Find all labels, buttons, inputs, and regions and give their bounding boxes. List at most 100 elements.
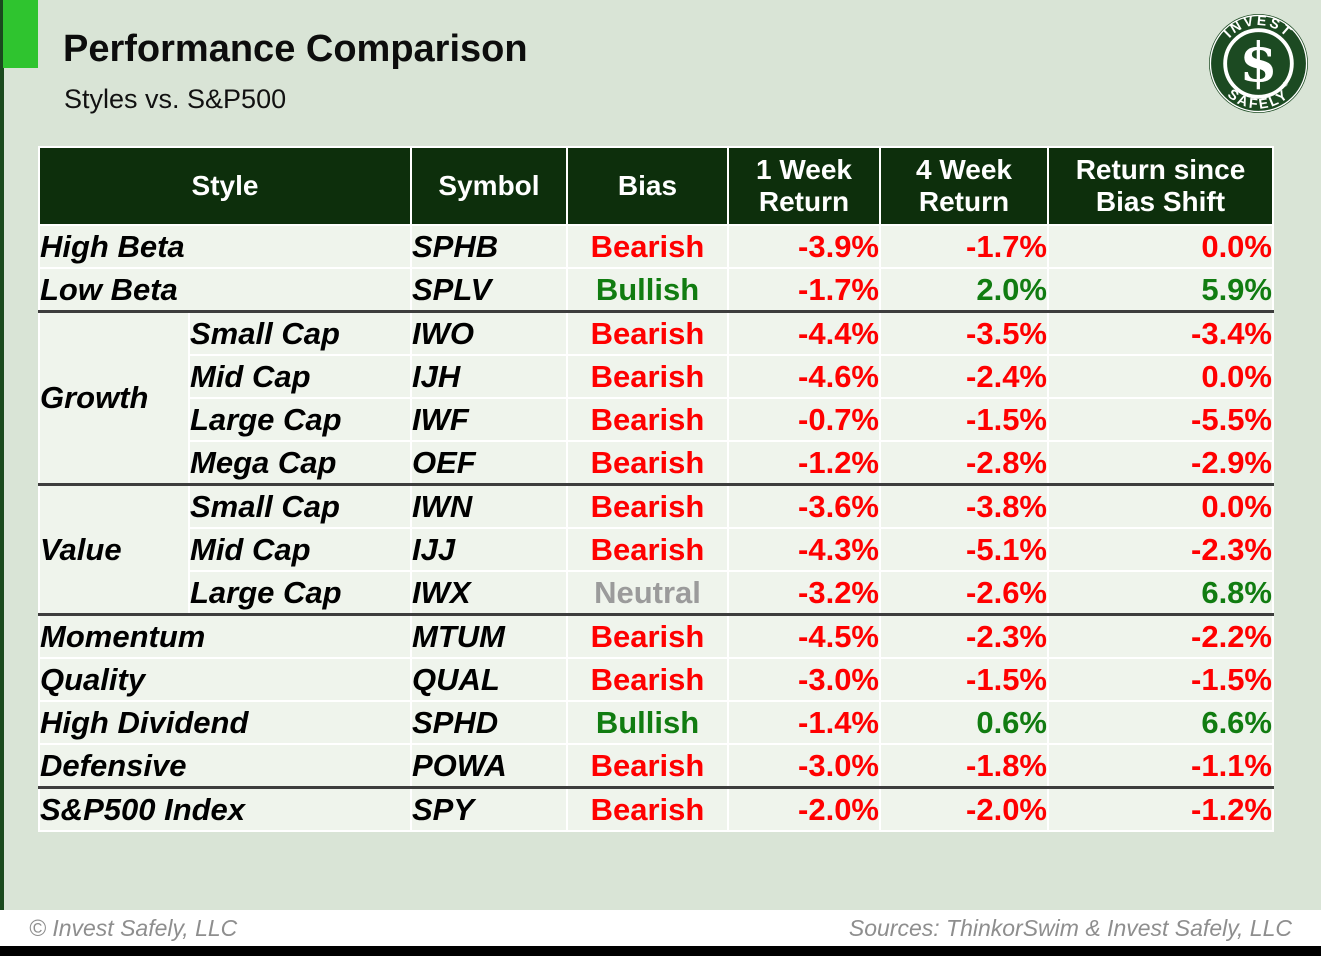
cap-cell: Small Cap (188, 483, 412, 529)
since-cell: -5.5% (1047, 397, 1274, 442)
table-row: Quality QUAL Bearish -3.0% -1.5% -1.5% (38, 657, 1274, 702)
bias-cell: Bearish (566, 440, 729, 486)
bias-cell: Bearish (566, 397, 729, 442)
since-cell: 0.0% (1047, 483, 1274, 529)
style-cell: Defensive (38, 743, 412, 789)
since-cell: 0.0% (1047, 224, 1274, 269)
copyright-text: © Invest Safely, LLC (29, 914, 238, 941)
invest-safely-logo: INVEST SAFELY $ ® (1208, 12, 1309, 114)
cap-cell: Mid Cap (188, 354, 412, 399)
bias-cell: Bearish (566, 786, 729, 832)
style-cell: Low Beta (38, 267, 412, 313)
since-cell: 6.6% (1047, 700, 1274, 745)
week1-cell: -4.5% (727, 613, 881, 659)
since-cell: -1.2% (1047, 786, 1274, 832)
week4-cell: -1.8% (879, 743, 1049, 789)
bottom-bar (0, 946, 1321, 956)
table-row: Low Beta SPLV Bullish -1.7% 2.0% 5.9% (38, 267, 1274, 313)
left-accent-strip (0, 0, 4, 956)
week4-cell: 0.6% (879, 700, 1049, 745)
week4-cell: -3.5% (879, 310, 1049, 356)
symbol-cell: POWA (410, 743, 568, 789)
symbol-cell: IJH (410, 354, 568, 399)
symbol-cell: IWN (410, 483, 568, 529)
week1-cell: -1.2% (727, 440, 881, 486)
week1-cell: -3.0% (727, 657, 881, 702)
week1-cell: -1.4% (727, 700, 881, 745)
cap-cell: Small Cap (188, 310, 412, 356)
week4-cell: -1.5% (879, 657, 1049, 702)
symbol-cell: IWX (410, 570, 568, 616)
week1-cell: -4.4% (727, 310, 881, 356)
page-subtitle: Styles vs. S&P500 (64, 84, 287, 114)
since-cell: 5.9% (1047, 267, 1274, 313)
week1-cell: -2.0% (727, 786, 881, 832)
dollar-sign-icon: $ (1240, 31, 1278, 95)
col-header-week4: 4 Week Return (879, 146, 1049, 226)
since-cell: -1.1% (1047, 743, 1274, 789)
bias-cell: Bearish (566, 613, 729, 659)
week4-cell: -1.7% (879, 224, 1049, 269)
bias-cell: Bearish (566, 657, 729, 702)
bias-cell: Bearish (566, 527, 729, 572)
header-row: Style Symbol Bias 1 Week Return 4 Week R… (38, 146, 1274, 226)
week4-cell: -2.0% (879, 786, 1049, 832)
week1-cell: -1.7% (727, 267, 881, 313)
footer-bar: © Invest Safely, LLC Sources: ThinkorSwi… (0, 910, 1321, 946)
week1-cell: -3.9% (727, 224, 881, 269)
week1-cell: -3.0% (727, 743, 881, 789)
week4-cell: -2.3% (879, 613, 1049, 659)
bias-cell: Bullish (566, 700, 729, 745)
week1-cell: -3.2% (727, 570, 881, 616)
week4-cell: -2.6% (879, 570, 1049, 616)
symbol-cell: OEF (410, 440, 568, 486)
performance-table: Style Symbol Bias 1 Week Return 4 Week R… (38, 146, 1274, 832)
since-cell: 0.0% (1047, 354, 1274, 399)
style-cell: High Beta (38, 224, 412, 269)
table-row: High Beta SPHB Bearish -3.9% -1.7% 0.0% (38, 224, 1274, 269)
symbol-cell: QUAL (410, 657, 568, 702)
since-cell: -2.9% (1047, 440, 1274, 486)
col-header-style: Style (38, 146, 412, 226)
since-cell: 6.8% (1047, 570, 1274, 616)
week4-cell: -3.8% (879, 483, 1049, 529)
week1-cell: -0.7% (727, 397, 881, 442)
invest-safely-logo-icon: INVEST SAFELY $ ® (1209, 12, 1308, 113)
style-cell: Quality (38, 657, 412, 702)
symbol-cell: SPHD (410, 700, 568, 745)
style-cell: S&P500 Index (38, 786, 412, 832)
col-header-week1: 1 Week Return (727, 146, 881, 226)
cap-cell: Mid Cap (188, 527, 412, 572)
since-cell: -2.3% (1047, 527, 1274, 572)
symbol-cell: MTUM (410, 613, 568, 659)
bias-cell: Neutral (566, 570, 729, 616)
week4-cell: -2.8% (879, 440, 1049, 486)
since-cell: -2.2% (1047, 613, 1274, 659)
table-row: Mid Cap IJJ Bearish -4.3% -5.1% -2.3% (39, 527, 1274, 572)
table-row: Value Small Cap IWN Bearish -3.6% -3.8% … (38, 483, 1274, 616)
sources-text: Sources: ThinkorSwim & Invest Safely, LL… (848, 914, 1292, 941)
col-header-bias: Bias (566, 146, 729, 226)
bias-cell: Bearish (566, 354, 729, 399)
accent-square (3, 0, 38, 68)
bias-cell: Bearish (566, 743, 729, 789)
table-row: Growth Small Cap IWO Bearish -4.4% -3.5%… (38, 310, 1274, 486)
table-row: Momentum MTUM Bearish -4.5% -2.3% -2.2% (38, 613, 1274, 659)
cap-cell: Mega Cap (188, 440, 412, 486)
symbol-cell: SPY (410, 786, 568, 832)
table-row: S&P500 Index SPY Bearish -2.0% -2.0% -1.… (38, 786, 1274, 832)
table-row: Large Cap IWX Neutral -3.2% -2.6% 6.8% (39, 570, 1274, 616)
week4-cell: -5.1% (879, 527, 1049, 572)
week4-cell: 2.0% (879, 267, 1049, 313)
style-cell: High Dividend (38, 700, 412, 745)
page-title: Performance Comparison (63, 28, 528, 70)
table-row: High Dividend SPHD Bullish -1.4% 0.6% 6.… (38, 700, 1274, 745)
bias-cell: Bearish (566, 224, 729, 269)
symbol-cell: SPHB (410, 224, 568, 269)
col-header-since: Return since Bias Shift (1047, 146, 1274, 226)
table-row: Defensive POWA Bearish -3.0% -1.8% -1.1% (38, 743, 1274, 789)
symbol-cell: IJJ (410, 527, 568, 572)
cap-cell: Large Cap (188, 570, 412, 616)
col-header-symbol: Symbol (410, 146, 568, 226)
symbol-cell: SPLV (410, 267, 568, 313)
